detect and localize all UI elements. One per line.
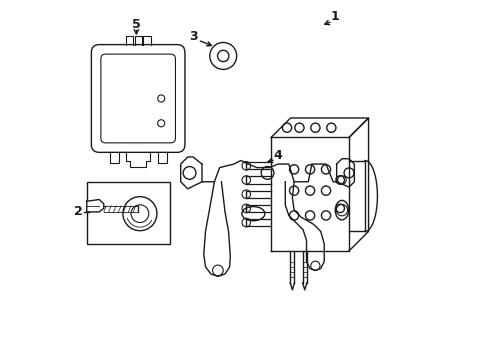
- Text: 2: 2: [73, 206, 82, 219]
- Text: 4: 4: [273, 149, 282, 162]
- Bar: [86, 182, 170, 244]
- Text: 1: 1: [330, 10, 339, 23]
- Text: 3: 3: [188, 30, 197, 43]
- Text: 5: 5: [132, 18, 141, 31]
- Polygon shape: [86, 199, 103, 212]
